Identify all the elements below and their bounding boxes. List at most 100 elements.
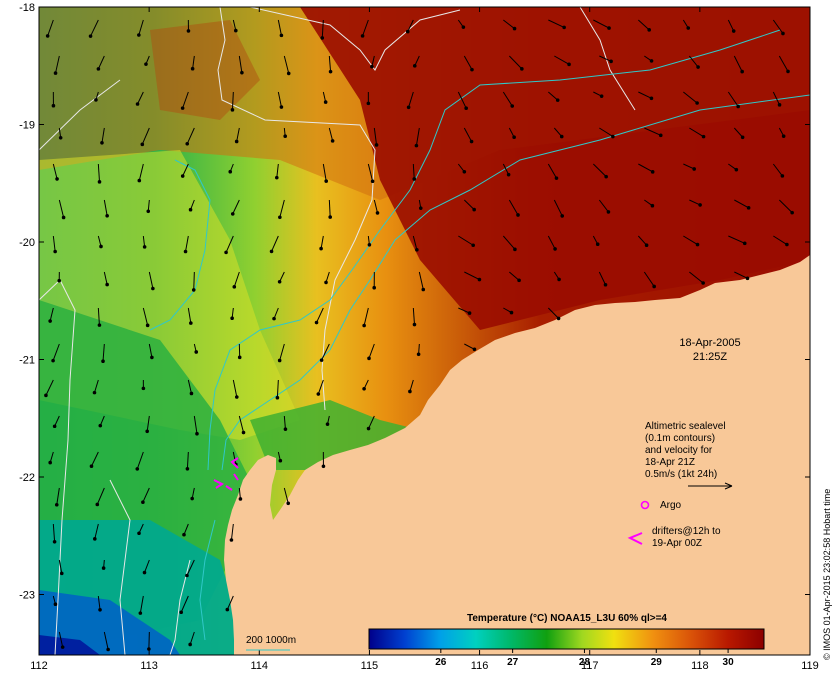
velocity-arrow-head	[686, 26, 691, 30]
velocity-arrow-head	[609, 59, 613, 64]
velocity-arrow-head	[150, 355, 154, 360]
plot-frame	[38, 6, 811, 656]
velocity-arrow-head	[736, 104, 740, 109]
velocity-arrow	[457, 91, 467, 109]
velocity-arrow-head	[237, 355, 242, 360]
velocity-arrow	[283, 55, 290, 74]
velocity-arrow-head	[412, 64, 417, 68]
colorbar-tick-label: 30	[723, 657, 735, 668]
x-tick-label: 117	[581, 660, 599, 672]
velocity-arrow	[683, 91, 698, 104]
velocity-arrow	[54, 415, 60, 427]
velocity-arrow-head	[269, 249, 274, 254]
velocity-arrow-head	[183, 249, 188, 254]
velocity-arrow	[464, 343, 475, 350]
velocity-arrow-head	[370, 179, 375, 184]
velocity-arrow	[320, 235, 324, 249]
velocity-arrows	[44, 19, 794, 652]
velocity-arrow-head	[604, 174, 608, 179]
velocity-arrow-head	[553, 247, 557, 251]
velocity-arrow	[142, 487, 150, 503]
credit: © IMOS 01-Apr-2015 23:02:58 Hobart time	[822, 489, 832, 660]
velocity-arrow	[598, 199, 609, 213]
velocity-arrow	[94, 379, 99, 393]
velocity-arrow-head	[234, 395, 239, 399]
velocity-arrow-head	[53, 602, 58, 607]
velocity-arrow-head	[98, 423, 103, 428]
velocity-arrow-head	[97, 323, 102, 327]
velocity-arrow-head	[142, 245, 147, 249]
velocity-arrow-head	[692, 167, 696, 171]
velocity-arrow-head	[283, 427, 288, 431]
velocity-arrow-head	[360, 34, 365, 38]
velocity-arrow-head	[55, 177, 59, 181]
velocity-arrow	[55, 55, 60, 74]
velocity-arrow	[317, 379, 324, 395]
velocity-arrow-head	[277, 358, 282, 363]
velocity-arrow	[772, 163, 783, 177]
velocity-arrow	[138, 163, 144, 181]
velocity-arrow-head	[188, 207, 193, 212]
velocity-arrow-head	[477, 277, 482, 282]
velocity-arrow	[271, 235, 279, 252]
velocity-arrow-head	[323, 100, 328, 104]
velocity-arrow-head	[698, 203, 702, 207]
velocity-arrow-head	[53, 249, 57, 254]
velocity-arrow-head	[416, 352, 421, 357]
velocity-arrow-head	[105, 282, 109, 287]
velocity-arrow	[193, 415, 198, 434]
velocity-arrow	[554, 55, 570, 65]
velocity-arrow-head	[328, 69, 333, 74]
velocity-arrow	[778, 199, 793, 213]
velocity-arrow-head	[140, 142, 145, 147]
velocity-arrow-head	[141, 386, 146, 391]
velocity-arrow-head	[556, 316, 561, 321]
velocity-arrow	[52, 163, 58, 180]
velocity-arrow-head	[180, 106, 185, 110]
velocity-arrow	[599, 55, 612, 62]
velocity-arrow	[598, 271, 606, 285]
velocity-arrow-head	[99, 244, 103, 249]
velocity-arrow	[49, 307, 54, 322]
velocity-arrow	[368, 415, 375, 429]
velocity-arrow	[279, 271, 285, 282]
velocity-arrow	[238, 415, 245, 433]
velocity-arrow-head	[695, 242, 700, 247]
colorbar-ticks: 26 27 28 29 30	[435, 649, 734, 668]
colorbar-title: Temperature (°C) NOAA15_L3U 60% ql>=4	[467, 613, 667, 624]
velocity-arrow	[727, 91, 739, 107]
scale-arrow	[688, 482, 733, 490]
velocity-arrow-head	[790, 210, 794, 215]
velocity-arrow-head	[137, 531, 141, 536]
drifter-marker	[627, 532, 643, 545]
velocity-arrow-head	[60, 645, 65, 649]
velocity-arrow	[52, 523, 56, 542]
velocity-arrow-head	[367, 356, 371, 361]
velocity-arrow	[458, 235, 474, 246]
velocity-arrow-head	[229, 538, 234, 542]
velocity-arrow	[548, 91, 559, 101]
velocity-arrow-head	[469, 139, 474, 144]
velocity-arrow	[328, 127, 334, 142]
velocity-arrow	[193, 271, 195, 290]
velocity-arrow	[236, 127, 240, 142]
velocity-arrow	[97, 235, 102, 247]
velocity-arrow-head	[45, 34, 50, 38]
velocity-arrow	[464, 271, 480, 280]
velocity-arrow-head	[567, 62, 571, 67]
velocity-arrow-head	[742, 241, 747, 246]
velocity-arrow	[148, 343, 153, 358]
velocity-arrow-head	[279, 33, 284, 38]
velocity-arrow	[187, 307, 192, 324]
legend-line-1: Altimetric sealevel	[645, 421, 726, 432]
velocity-arrow-head	[512, 26, 517, 31]
velocity-arrow-head	[362, 323, 366, 328]
velocity-arrow-head	[189, 391, 194, 396]
velocity-arrow-head	[314, 320, 319, 325]
velocity-arrow-head	[740, 135, 745, 140]
velocity-arrow	[138, 19, 144, 36]
velocity-arrow	[363, 307, 369, 326]
velocity-arrow-head	[555, 98, 560, 102]
velocity-arrow	[101, 127, 105, 143]
velocity-arrow-head	[647, 28, 651, 32]
